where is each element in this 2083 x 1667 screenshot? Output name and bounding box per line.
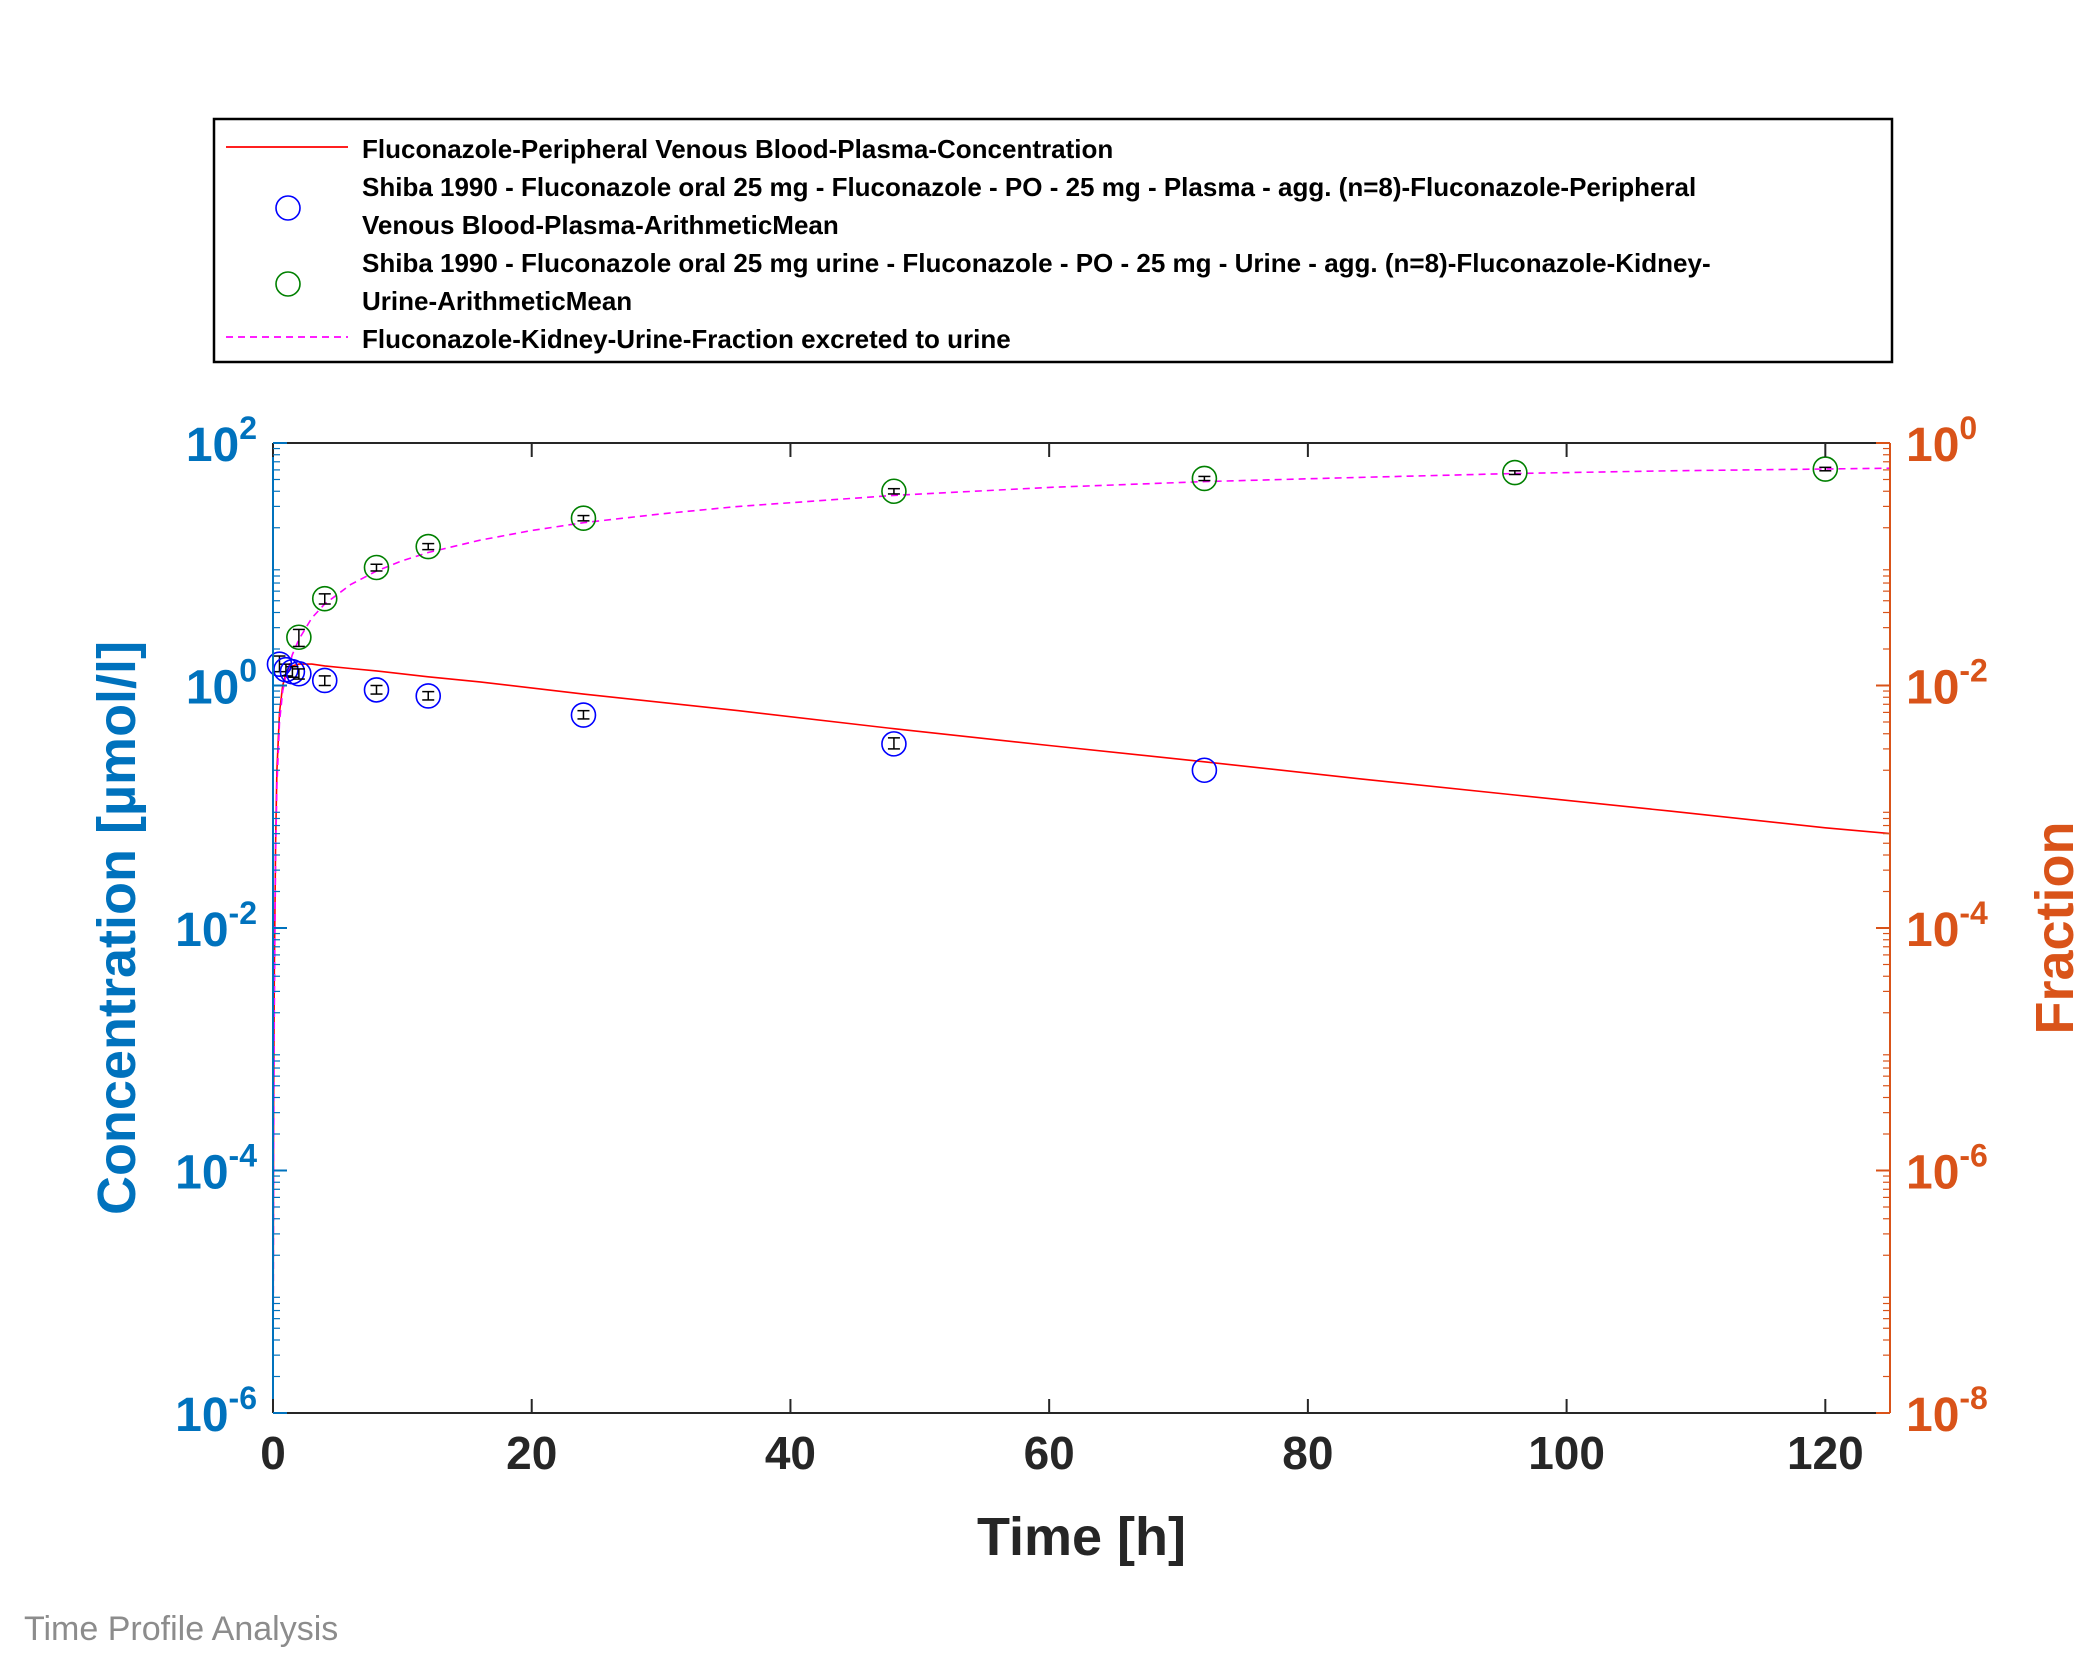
data-point-1: [415, 683, 442, 709]
data-point-1: [311, 667, 338, 694]
y-left-tick-label: 10-4: [175, 1138, 257, 1200]
data-point-1: [881, 731, 907, 757]
x-tick-label: 60: [1024, 1427, 1075, 1479]
legend: Fluconazole-Peripheral Venous Blood-Plas…: [212, 117, 1894, 364]
series-line-3: [273, 467, 1890, 1413]
legend-entry-label: Venous Blood-Plasma-ArithmeticMean: [362, 210, 839, 240]
plot-area: 0 20 40 60 80 100 120 10-6 10-4 10-2 100 102 10-8 10-…: [87, 410, 2083, 1567]
y-right-tick-label: 10-4: [1906, 895, 1988, 957]
data-point-2: [1812, 456, 1839, 482]
legend-box: [212, 117, 1894, 364]
data-point-2: [1191, 465, 1218, 492]
data-point-2: [570, 505, 597, 531]
data-point-2: [311, 585, 338, 612]
legend-swatch-marker: [275, 195, 301, 221]
data-point-2: [881, 478, 907, 505]
y-left-tick-label: 102: [186, 410, 257, 472]
data-point-2: [286, 624, 312, 651]
plot-background: [273, 443, 1890, 1413]
legend-entry-label: Shiba 1990 - Fluconazole oral 25 mg urin…: [362, 248, 1711, 278]
x-tick-label: 80: [1282, 1427, 1333, 1479]
legend-entry-label: Shiba 1990 - Fluconazole oral 25 mg - Fl…: [362, 172, 1696, 202]
y-right-tick-label: 10-2: [1906, 653, 1988, 715]
x-axis-label: Time [h]: [977, 1507, 1186, 1567]
data-point-2: [1502, 459, 1528, 486]
data-point-2: [363, 554, 390, 581]
data-point-2: [415, 533, 442, 560]
data-point-1: [286, 660, 312, 687]
data-point-1: [363, 677, 390, 703]
y-left-axis-label: Concentration [µmol/l]: [87, 641, 147, 1215]
y-right-tick-label: 10-8: [1906, 1380, 1988, 1442]
y-left-tick-label: 10-6: [175, 1380, 257, 1442]
y-left-tick-label: 100: [186, 653, 257, 715]
y-right-tick-label: 10-6: [1906, 1138, 1988, 1200]
x-tick-label: 40: [765, 1427, 816, 1479]
legend-swatch-marker: [275, 271, 301, 297]
x-tick-label: 100: [1528, 1427, 1605, 1479]
x-tick-label: 0: [260, 1427, 286, 1479]
legend-entry-label: Fluconazole-Kidney-Urine-Fraction excret…: [362, 324, 1011, 354]
data-point-1: [1191, 757, 1218, 784]
y-left-tick-label: 10-2: [175, 895, 257, 957]
legend-entry-label: Fluconazole-Peripheral Venous Blood-Plas…: [362, 134, 1113, 164]
x-tick-label: 120: [1787, 1427, 1864, 1479]
footer-label: Time Profile Analysis: [24, 1610, 339, 1648]
y-right-tick-label: 100: [1906, 410, 1977, 472]
legend-entry-label: Urine-ArithmeticMean: [362, 286, 632, 316]
x-tick-label: 20: [506, 1427, 557, 1479]
y-right-axis-label: Fraction: [2025, 821, 2083, 1034]
data-point-1: [570, 702, 597, 728]
